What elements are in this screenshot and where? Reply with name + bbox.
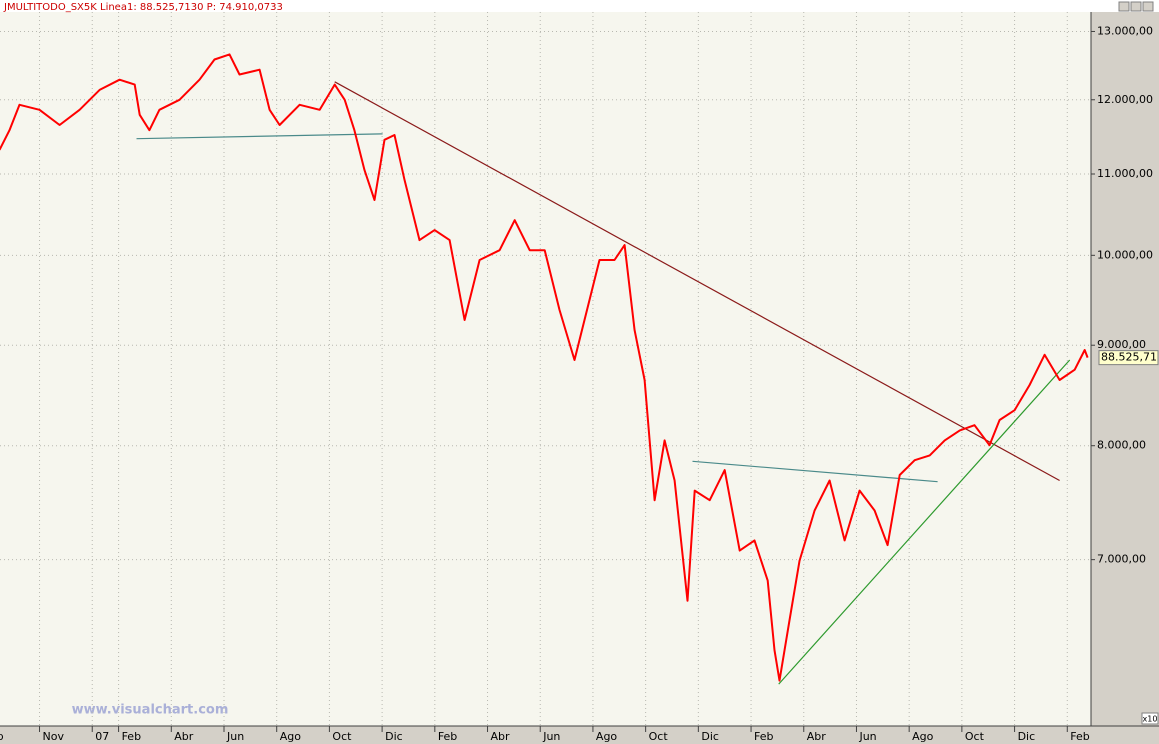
y-tick-label: 10.000,00 <box>1097 248 1153 261</box>
y-tick-label: 12.000,00 <box>1097 93 1153 106</box>
x-tick-label: Oct <box>965 730 985 743</box>
x-tick-label: Ago <box>280 730 302 743</box>
header-bar <box>0 0 1159 12</box>
y-tick-label: 11.000,00 <box>1097 167 1153 180</box>
x-tick-label: Dic <box>1018 730 1036 743</box>
y-tick-label: 9.000,00 <box>1097 338 1146 351</box>
x-tick-label: Abr <box>174 730 194 743</box>
chart-title: JMULTITODO_SX5K Linea1: 88.525,7130 P: 7… <box>3 2 283 13</box>
x-tick-label: Feb <box>754 730 773 743</box>
x-tick-label: Jun <box>542 730 560 743</box>
trend-line <box>692 460 938 483</box>
x-tick-label: Dic <box>385 730 403 743</box>
y-tick-label: 8.000,00 <box>1097 439 1146 452</box>
multiplier-label: x10 <box>1143 715 1158 724</box>
x-tick-label: Ago <box>596 730 618 743</box>
trend-line <box>334 81 1060 482</box>
last-value-label: 88.525,71 <box>1101 351 1157 364</box>
trend-line <box>136 133 383 140</box>
x-tick-label: Feb <box>122 730 141 743</box>
x-tick-label: Nov <box>43 730 65 743</box>
window-buttons[interactable] <box>1118 1 1154 12</box>
x-tick-label: ep <box>0 730 4 743</box>
restore-button[interactable] <box>1130 1 1142 12</box>
plot-area <box>0 12 1091 726</box>
x-tick-label: Oct <box>332 730 352 743</box>
price-line <box>0 53 1089 682</box>
x-tick-label: Feb <box>1070 730 1089 743</box>
x-tick-label: Abr <box>491 730 511 743</box>
x-tick-label: Abr <box>807 730 827 743</box>
x-tick-label: 07 <box>95 730 109 743</box>
x-tick-label: Oct <box>649 730 669 743</box>
x-tick-label: Jun <box>226 730 244 743</box>
y-tick-label: 7.000,00 <box>1097 553 1146 566</box>
last-value-box <box>1098 350 1159 366</box>
close-button[interactable] <box>1142 1 1154 12</box>
minimize-button[interactable] <box>1118 1 1130 12</box>
x-tick-label: Ago <box>912 730 934 743</box>
watermark: www.visualchart.com <box>72 703 229 718</box>
trend-line <box>778 359 1071 685</box>
multiplier-box <box>1141 712 1159 725</box>
x-tick-label: Dic <box>701 730 719 743</box>
x-tick-label: Feb <box>438 730 457 743</box>
x-tick-label: Jun <box>858 730 876 743</box>
y-tick-label: 13.000,00 <box>1097 24 1153 37</box>
